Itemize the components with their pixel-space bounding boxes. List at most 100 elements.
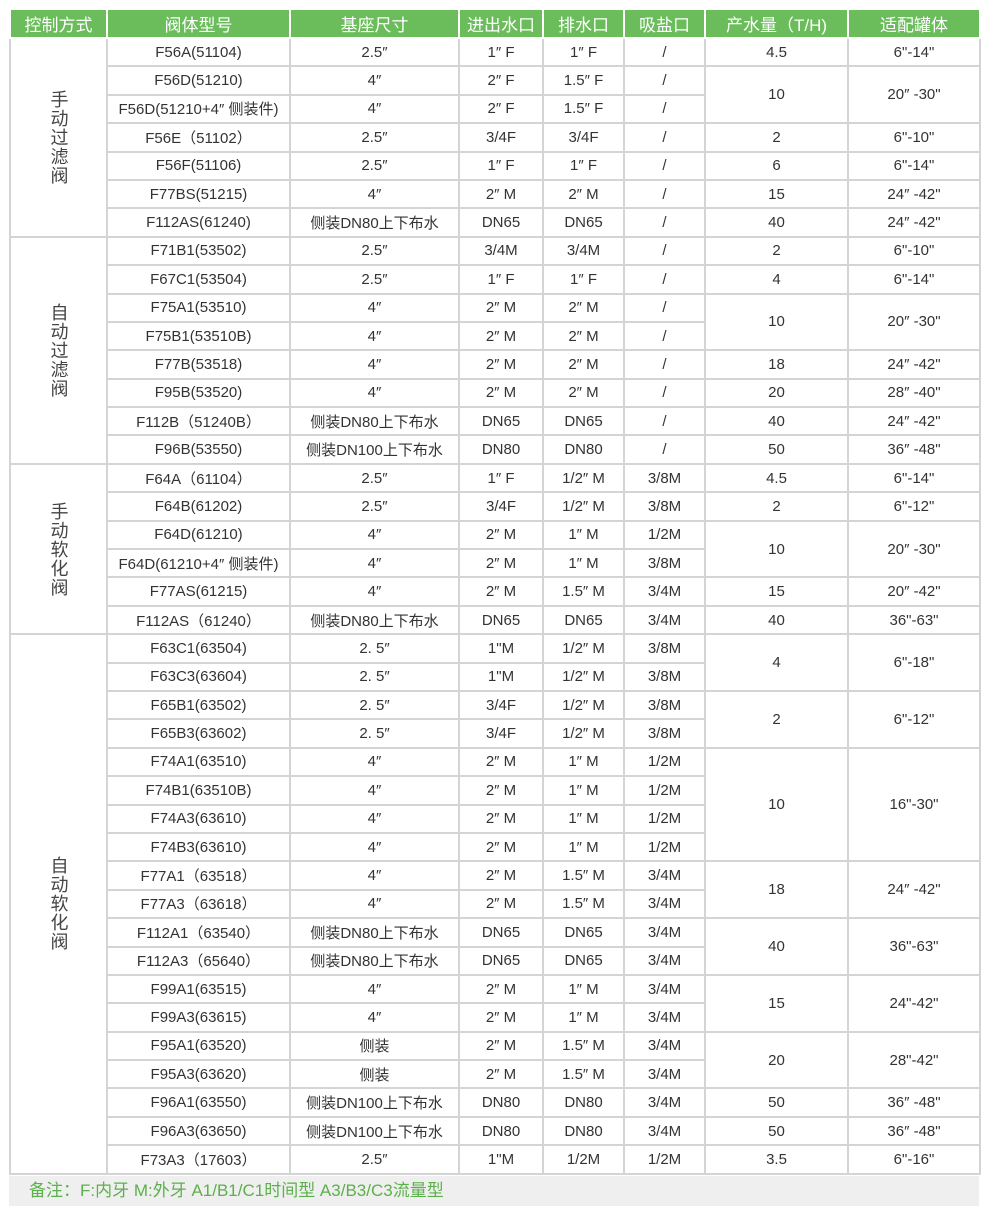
- inlet-outlet-cell: 2″ M: [458, 1030, 544, 1062]
- tank-size-cell: 36"-63": [847, 917, 981, 976]
- base-size-cell: 2.5″: [289, 491, 460, 522]
- tank-size-cell: 6"-14": [847, 264, 981, 295]
- brine-inlet-cell: 3/8M: [623, 633, 706, 664]
- tank-size-cell: 20″ -30": [847, 65, 981, 125]
- base-size-cell: 4″: [289, 548, 460, 579]
- drain-cell: 3/4M: [542, 235, 625, 267]
- table-row: F96A1(63550) 侧装DN100上下布水 DN80 DN80 3/4M 50 36″…: [10, 1087, 981, 1118]
- tank-size-cell: 36"-63": [847, 604, 981, 636]
- table-row: 自动软化阀 F63C1(63504) 2. 5″ 1"M 1/2″ M 3/8M 4 6"-1…: [9, 633, 981, 1175]
- output-cell: 2: [704, 235, 849, 267]
- header-tank-size: 适配罐体: [847, 8, 981, 39]
- base-size-cell: 4″: [289, 292, 460, 323]
- brine-inlet-cell: 1/2M: [623, 831, 706, 863]
- table-row: F77AS(61215) 4″ 2″ M 1.5″ M 3/4M 15 20″ -42": [10, 576, 981, 607]
- brine-inlet-cell: /: [623, 36, 706, 68]
- table-row: F112A1（63540） 侧装DN80上下布水 DN65 DN65 3/4M 40 36"…: [10, 917, 981, 976]
- header-inlet-outlet: 进出水口: [458, 8, 544, 39]
- model-cell: F112A3（65640）: [106, 945, 291, 976]
- model-cell: F63C1(63504): [106, 633, 291, 664]
- drain-cell: 1″ M: [542, 746, 625, 778]
- drain-cell: 1.5″ M: [542, 888, 625, 920]
- drain-cell: 1.5″ M: [542, 1059, 625, 1090]
- model-cell: F96A1(63550): [106, 1087, 291, 1118]
- base-size-cell: 侧装DN80上下布水: [289, 406, 460, 437]
- tank-size-cell: 36″ -48": [847, 1087, 981, 1118]
- brine-inlet-cell: /: [623, 377, 706, 409]
- model-cell: F75B1(53510B): [106, 320, 291, 352]
- base-size-cell: 4″: [289, 377, 460, 409]
- base-size-cell: 侧装DN100上下布水: [289, 1087, 460, 1118]
- table-row: F73A3（17603） 2.5″ 1"M 1/2M 1/2M 3.5 6"-16": [10, 1144, 981, 1175]
- header-output: 产水量（T/H): [704, 8, 849, 39]
- base-size-cell: 2. 5″: [289, 689, 460, 721]
- table-row: F64B(61202) 2.5″ 3/4F 1/2″ M 3/8M 2 6"-12": [10, 491, 981, 522]
- table-row: F99A1(63515) 4″ 2″ M 1″ M 3/4M 15 24"-42": [10, 973, 981, 1033]
- model-cell: F67C1(53504): [106, 264, 291, 295]
- drain-cell: 2″ M: [542, 349, 625, 380]
- model-cell: F65B1(63502): [106, 689, 291, 721]
- footnote: 备注：F:内牙 M:外牙 A1/B1/C1时间型 A3/B3/C3流量型: [9, 1176, 979, 1206]
- base-size-cell: 4″: [289, 803, 460, 834]
- brine-inlet-cell: 1/2M: [623, 519, 706, 551]
- model-cell: F112B（51240B）: [106, 406, 291, 437]
- control-mode-cell: 自动过滤阀: [9, 235, 108, 465]
- inlet-outlet-cell: 3/4M: [458, 235, 544, 267]
- drain-cell: 1/2″ M: [542, 661, 625, 692]
- inlet-outlet-cell: DN65: [458, 604, 544, 636]
- inlet-outlet-cell: 2″ M: [458, 377, 544, 409]
- tank-size-cell: 20″ -42": [847, 576, 981, 607]
- brine-inlet-cell: /: [623, 349, 706, 380]
- output-cell: 40: [704, 604, 849, 636]
- table-row: F95A3(63620) 侧装 2″ M 1.5″ M 3/4M: [10, 1059, 980, 1090]
- header-model: 阀体型号: [106, 8, 291, 39]
- inlet-outlet-cell: 1″ F: [458, 264, 544, 295]
- model-cell: F95B(53520): [106, 377, 291, 409]
- drain-cell: 1″ F: [542, 264, 625, 295]
- brine-inlet-cell: 3/4M: [623, 1030, 706, 1062]
- base-size-cell: 2.5″: [289, 36, 460, 68]
- inlet-outlet-cell: 2″ M: [458, 576, 544, 607]
- drain-cell: 1″ M: [542, 831, 625, 863]
- output-cell: 15: [704, 178, 849, 210]
- header-base-size: 基座尺寸: [289, 8, 460, 39]
- table-row: F77A3（63618） 4″ 2″ M 1.5″ M 3/4M: [10, 888, 980, 920]
- table-row: F74B1(63510B) 4″ 2″ M 1″ M 1/2M: [10, 775, 980, 806]
- base-size-cell: 4″: [289, 888, 460, 920]
- drain-cell: 1″ M: [542, 519, 625, 551]
- valve-spec-table: 控制方式 阀体型号 基座尺寸 进出水口 排水口 吸盐口 产水量（T/H) 适配罐体 手动过滤阀…: [9, 8, 981, 1175]
- brine-inlet-cell: 3/8M: [623, 689, 706, 721]
- model-cell: F112A1（63540）: [106, 917, 291, 948]
- drain-cell: 1″ M: [542, 973, 625, 1005]
- table-row: F65B1(63502) 2. 5″ 3/4F 1/2″ M 3/8M 2 6"-12": [10, 689, 981, 749]
- model-cell: F74A3(63610): [106, 803, 291, 834]
- brine-inlet-cell: /: [623, 264, 706, 295]
- inlet-outlet-cell: 1″ F: [458, 36, 544, 68]
- brine-inlet-cell: /: [623, 235, 706, 267]
- model-cell: F112AS（61240）: [106, 604, 291, 636]
- table-row: F65B3(63602) 2. 5″ 3/4F 1/2″ M 3/8M: [10, 718, 980, 749]
- output-cell: 10: [704, 65, 849, 125]
- table-row: F63C3(63604) 2. 5″ 1"M 1/2″ M 3/8M: [10, 661, 980, 692]
- brine-inlet-cell: /: [623, 178, 706, 210]
- tank-size-cell: 6"-12": [847, 689, 981, 749]
- output-cell: 3.5: [704, 1144, 849, 1175]
- inlet-outlet-cell: 1"M: [458, 633, 544, 664]
- table-row: F64D(61210+4″ 侧装件) 4″ 2″ M 1″ M 3/8M: [10, 548, 980, 579]
- table-row: F112A3（65640） 侧装DN80上下布水 DN65 DN65 3/4M: [10, 945, 980, 976]
- table-row: F95B(53520) 4″ 2″ M 2″ M/20 28″ -40": [10, 377, 981, 409]
- base-size-cell: 2.5″: [289, 462, 460, 494]
- base-size-cell: 2.5″: [289, 1144, 460, 1175]
- table-row: F74A3(63610) 4″ 2″ M 1″ M 1/2M: [10, 803, 980, 834]
- base-size-cell: 2. 5″: [289, 661, 460, 692]
- inlet-outlet-cell: 3/4F: [458, 491, 544, 522]
- base-size-cell: 侧装DN100上下布水: [289, 1115, 460, 1147]
- drain-cell: 1.5″ M: [542, 576, 625, 607]
- model-cell: F77AS(61215): [106, 576, 291, 607]
- drain-cell: 1″ F: [542, 150, 625, 181]
- table-row: F77B(53518) 4″ 2″ M 2″ M/18 24″ -42": [10, 349, 981, 380]
- model-cell: F56D(51210+4″ 侧装件): [106, 93, 291, 125]
- table-row: F56D(51210) 4″ 2″ F 1.5″ F/10 20″ -30": [10, 65, 981, 125]
- inlet-outlet-cell: 2″ M: [458, 888, 544, 920]
- base-size-cell: 侧装DN80上下布水: [289, 207, 460, 238]
